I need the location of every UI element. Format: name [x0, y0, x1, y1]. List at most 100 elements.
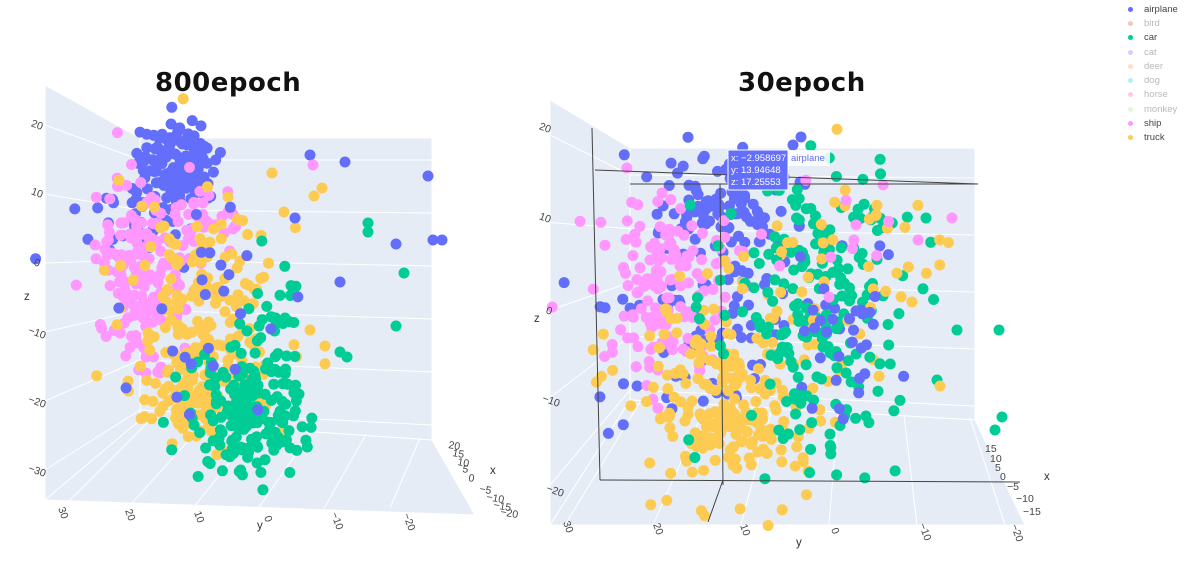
data-point-ship	[656, 187, 668, 199]
data-point-ship	[630, 236, 642, 248]
legend-item-bird[interactable]: bird	[1128, 16, 1178, 30]
data-point-truck	[597, 328, 609, 340]
data-point-car	[874, 358, 886, 370]
data-point-car	[188, 419, 200, 431]
data-point-truck	[219, 306, 231, 318]
data-point-car	[804, 467, 816, 479]
data-point-truck	[195, 325, 207, 337]
data-point-ship	[96, 322, 108, 334]
data-point-car	[228, 379, 240, 391]
data-point-ship	[615, 324, 627, 336]
data-point-airplane	[799, 325, 810, 337]
z-tick-label: −20	[545, 482, 566, 499]
data-point-truck	[145, 241, 157, 253]
data-point-truck	[212, 339, 224, 351]
data-point-truck	[899, 221, 911, 233]
data-point-airplane	[141, 142, 153, 154]
data-point-car	[277, 378, 289, 390]
legend-item-cat[interactable]: cat	[1128, 45, 1178, 59]
data-point-truck	[194, 233, 206, 244]
data-point-truck	[172, 319, 183, 331]
y-tick-label: −20	[1008, 523, 1025, 544]
data-point-truck	[753, 363, 764, 375]
data-point-truck	[729, 393, 740, 405]
legend-label: monkey	[1144, 103, 1178, 115]
data-point-car	[263, 416, 274, 428]
data-point-truck	[98, 264, 110, 276]
y-tick-label: 30	[560, 519, 575, 534]
data-point-ship	[635, 303, 647, 315]
data-point-truck	[827, 234, 839, 246]
data-point-truck	[202, 181, 213, 193]
data-point-car	[831, 362, 843, 374]
data-point-truck	[757, 443, 769, 455]
data-point-truck	[725, 372, 737, 384]
chart-title-30epoch: 30epoch	[738, 68, 866, 98]
data-point-truck	[815, 219, 827, 230]
data-point-car	[215, 411, 227, 423]
legend-item-monkey[interactable]: monkey	[1128, 102, 1178, 116]
data-point-ship	[587, 283, 599, 295]
data-point-truck	[665, 467, 677, 479]
data-point-truck	[263, 257, 274, 269]
data-point-truck	[144, 344, 156, 356]
data-point-airplane	[689, 233, 701, 245]
data-point-car	[792, 371, 804, 383]
data-point-airplane	[722, 274, 734, 286]
legend-item-horse[interactable]: horse	[1128, 88, 1178, 102]
legend-item-dog[interactable]: dog	[1128, 73, 1178, 87]
data-point-truck	[770, 404, 782, 416]
data-point-car	[205, 409, 217, 421]
data-point-truck	[644, 330, 656, 342]
data-point-truck	[738, 250, 750, 262]
data-point-truck	[778, 416, 790, 427]
legend-item-car[interactable]: car	[1128, 31, 1178, 45]
data-point-ship	[307, 159, 319, 171]
legend-item-deer[interactable]: deer	[1128, 59, 1178, 73]
data-point-truck	[193, 384, 205, 396]
data-point-truck	[934, 380, 946, 392]
data-point-ship	[70, 279, 82, 291]
data-point-ship	[90, 253, 102, 265]
data-point-ship	[111, 127, 123, 139]
data-point-car	[842, 263, 854, 275]
data-point-car	[220, 449, 232, 461]
data-point-airplane	[149, 143, 161, 155]
data-point-car	[243, 303, 255, 315]
data-point-car	[256, 314, 268, 326]
data-point-car	[850, 412, 862, 424]
legend-item-truck[interactable]: truck	[1128, 131, 1178, 145]
data-point-ship	[606, 339, 618, 350]
data-point-truck	[692, 373, 704, 385]
data-point-truck	[736, 283, 748, 295]
data-point-truck	[111, 319, 123, 331]
data-point-car	[864, 351, 876, 363]
legend-item-ship[interactable]: ship	[1128, 116, 1178, 130]
data-point-car	[791, 184, 803, 195]
data-point-airplane	[682, 131, 694, 143]
data-point-truck	[873, 370, 885, 382]
data-point-truck	[694, 408, 706, 420]
data-point-car	[249, 347, 261, 359]
legend-item-airplane[interactable]: airplane	[1128, 2, 1178, 16]
data-point-car	[777, 433, 789, 444]
data-point-car	[824, 224, 836, 236]
data-point-airplane	[265, 323, 277, 335]
data-point-airplane	[602, 427, 614, 439]
data-point-truck	[607, 364, 619, 376]
data-point-truck	[255, 272, 267, 284]
axis-label-z: z	[534, 313, 540, 325]
data-point-truck	[147, 395, 159, 407]
data-point-car	[234, 387, 246, 399]
z-tick-label: 10	[29, 186, 44, 201]
data-point-ship	[634, 262, 646, 274]
data-point-ship	[718, 215, 730, 227]
data-point-truck	[681, 455, 693, 467]
data-point-airplane	[207, 360, 219, 372]
data-point-truck	[139, 260, 151, 271]
legend-marker	[1128, 6, 1133, 12]
legend-marker	[1128, 49, 1133, 55]
